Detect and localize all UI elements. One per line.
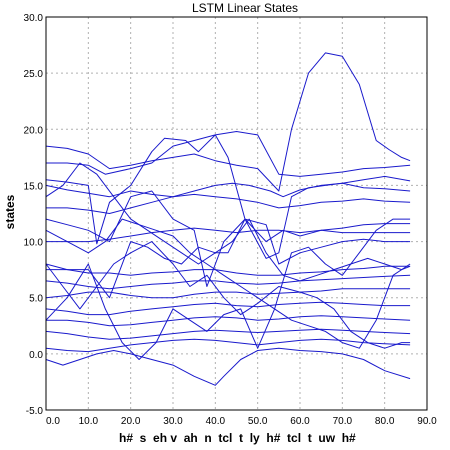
y-tick-label: 15.0 — [24, 181, 44, 192]
x-tick-label: 80.0 — [375, 416, 395, 427]
series-line-1 — [45, 52, 411, 192]
x-tick-label: 70.0 — [333, 416, 353, 427]
y-tick-label: 5.0 — [29, 294, 43, 305]
x-axis-phoneme-label: h# s eh v ah n tcl t ly h# tcl t uw h# — [119, 431, 356, 445]
series-line-14 — [45, 328, 411, 340]
series-line-20 — [45, 218, 411, 349]
series-line-9 — [46, 265, 411, 276]
series-line-16 — [45, 347, 411, 386]
x-axis-ticks: 0.0 10.0 20.0 30.0 40.0 50.0 60.0 70.0 80.0 90.0 — [46, 416, 437, 427]
gridlines — [46, 17, 427, 410]
y-tick-label: -5.0 — [26, 406, 44, 417]
series-line-4 — [45, 182, 411, 198]
y-axis-ticks: -5.0 0.0 5.0 10.0 15.0 20.0 25.0 30.0 — [24, 13, 44, 417]
y-axis-label: states — [3, 194, 17, 229]
series-lines — [45, 52, 411, 386]
x-tick-label: 20.0 — [121, 416, 141, 427]
x-tick-label: 40.0 — [206, 416, 226, 427]
x-tick-label: 60.0 — [290, 416, 310, 427]
y-tick-label: 30.0 — [24, 13, 44, 24]
chart-title: LSTM Linear States — [192, 1, 298, 15]
x-tick-label: 90.0 — [417, 416, 437, 427]
series-line-5 — [46, 193, 411, 214]
x-tick-label: 50.0 — [248, 416, 268, 427]
series-line-10 — [45, 274, 411, 290]
series-line-11 — [45, 288, 411, 299]
series-line-6 — [45, 190, 411, 287]
x-tick-label: 10.0 — [79, 416, 99, 427]
y-tick-label: 10.0 — [24, 238, 44, 249]
series-line-12 — [45, 301, 411, 316]
y-tick-label: 20.0 — [24, 125, 44, 136]
series-line-18 — [45, 241, 411, 349]
series-line-2 — [46, 131, 411, 177]
y-tick-label: 0.0 — [29, 350, 43, 361]
y-tick-label: 25.0 — [24, 69, 44, 80]
series-line-7 — [46, 227, 411, 243]
series-line-13 — [46, 315, 411, 327]
plot-area-frame — [45, 16, 428, 411]
x-tick-label: 30.0 — [163, 416, 183, 427]
x-tick-label: 0.0 — [46, 416, 60, 427]
series-line-15 — [45, 338, 411, 353]
series-line-19 — [45, 162, 411, 282]
